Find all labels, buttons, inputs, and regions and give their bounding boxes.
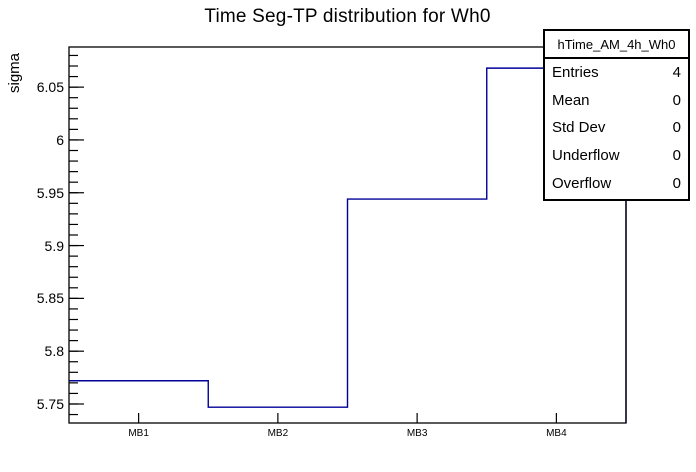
- x-tick-label: MB3: [406, 428, 428, 439]
- stats-row-stddev: Std Dev 0: [545, 114, 688, 142]
- y-tick-label: 5.95: [36, 184, 64, 201]
- chart-title: Time Seg-TP distribution for Wh0: [204, 6, 491, 27]
- stats-value: 0: [672, 174, 681, 192]
- stats-value: 4: [672, 64, 681, 82]
- x-tick-label: MB2: [267, 428, 289, 439]
- y-tick-label: 5.8: [44, 343, 64, 360]
- stats-box: hTime_AM_4h_Wh0 Entries 4 Mean 0 Std Dev…: [543, 29, 690, 201]
- y-tick-label: 6: [56, 131, 64, 148]
- stats-box-rows: Entries 4 Mean 0 Std Dev 0 Underflow 0 O…: [545, 59, 688, 197]
- y-tick-label: 6.05: [36, 79, 64, 96]
- x-tick-label: MB4: [546, 428, 567, 439]
- stats-row-mean: Mean 0: [545, 87, 688, 115]
- stats-row-entries: Entries 4: [545, 59, 688, 87]
- stats-row-underflow: Underflow 0: [545, 142, 688, 170]
- stats-value: 0: [672, 147, 681, 165]
- stats-label: Mean: [552, 91, 590, 109]
- y-tick-label: 5.75: [36, 395, 64, 412]
- stats-label: Overflow: [552, 174, 612, 192]
- stats-box-title: hTime_AM_4h_Wh0: [545, 31, 688, 59]
- stats-label: Std Dev: [552, 119, 606, 137]
- stats-label: Entries: [552, 64, 599, 82]
- stats-value: 0: [672, 119, 681, 137]
- x-tick-label: MB1: [128, 428, 149, 439]
- y-tick-label: 5.85: [36, 290, 64, 307]
- stats-value: 0: [672, 91, 681, 109]
- y-tick-label: 5.9: [44, 237, 64, 254]
- stats-label: Underflow: [552, 147, 620, 165]
- stats-row-overflow: Overflow 0: [545, 169, 688, 197]
